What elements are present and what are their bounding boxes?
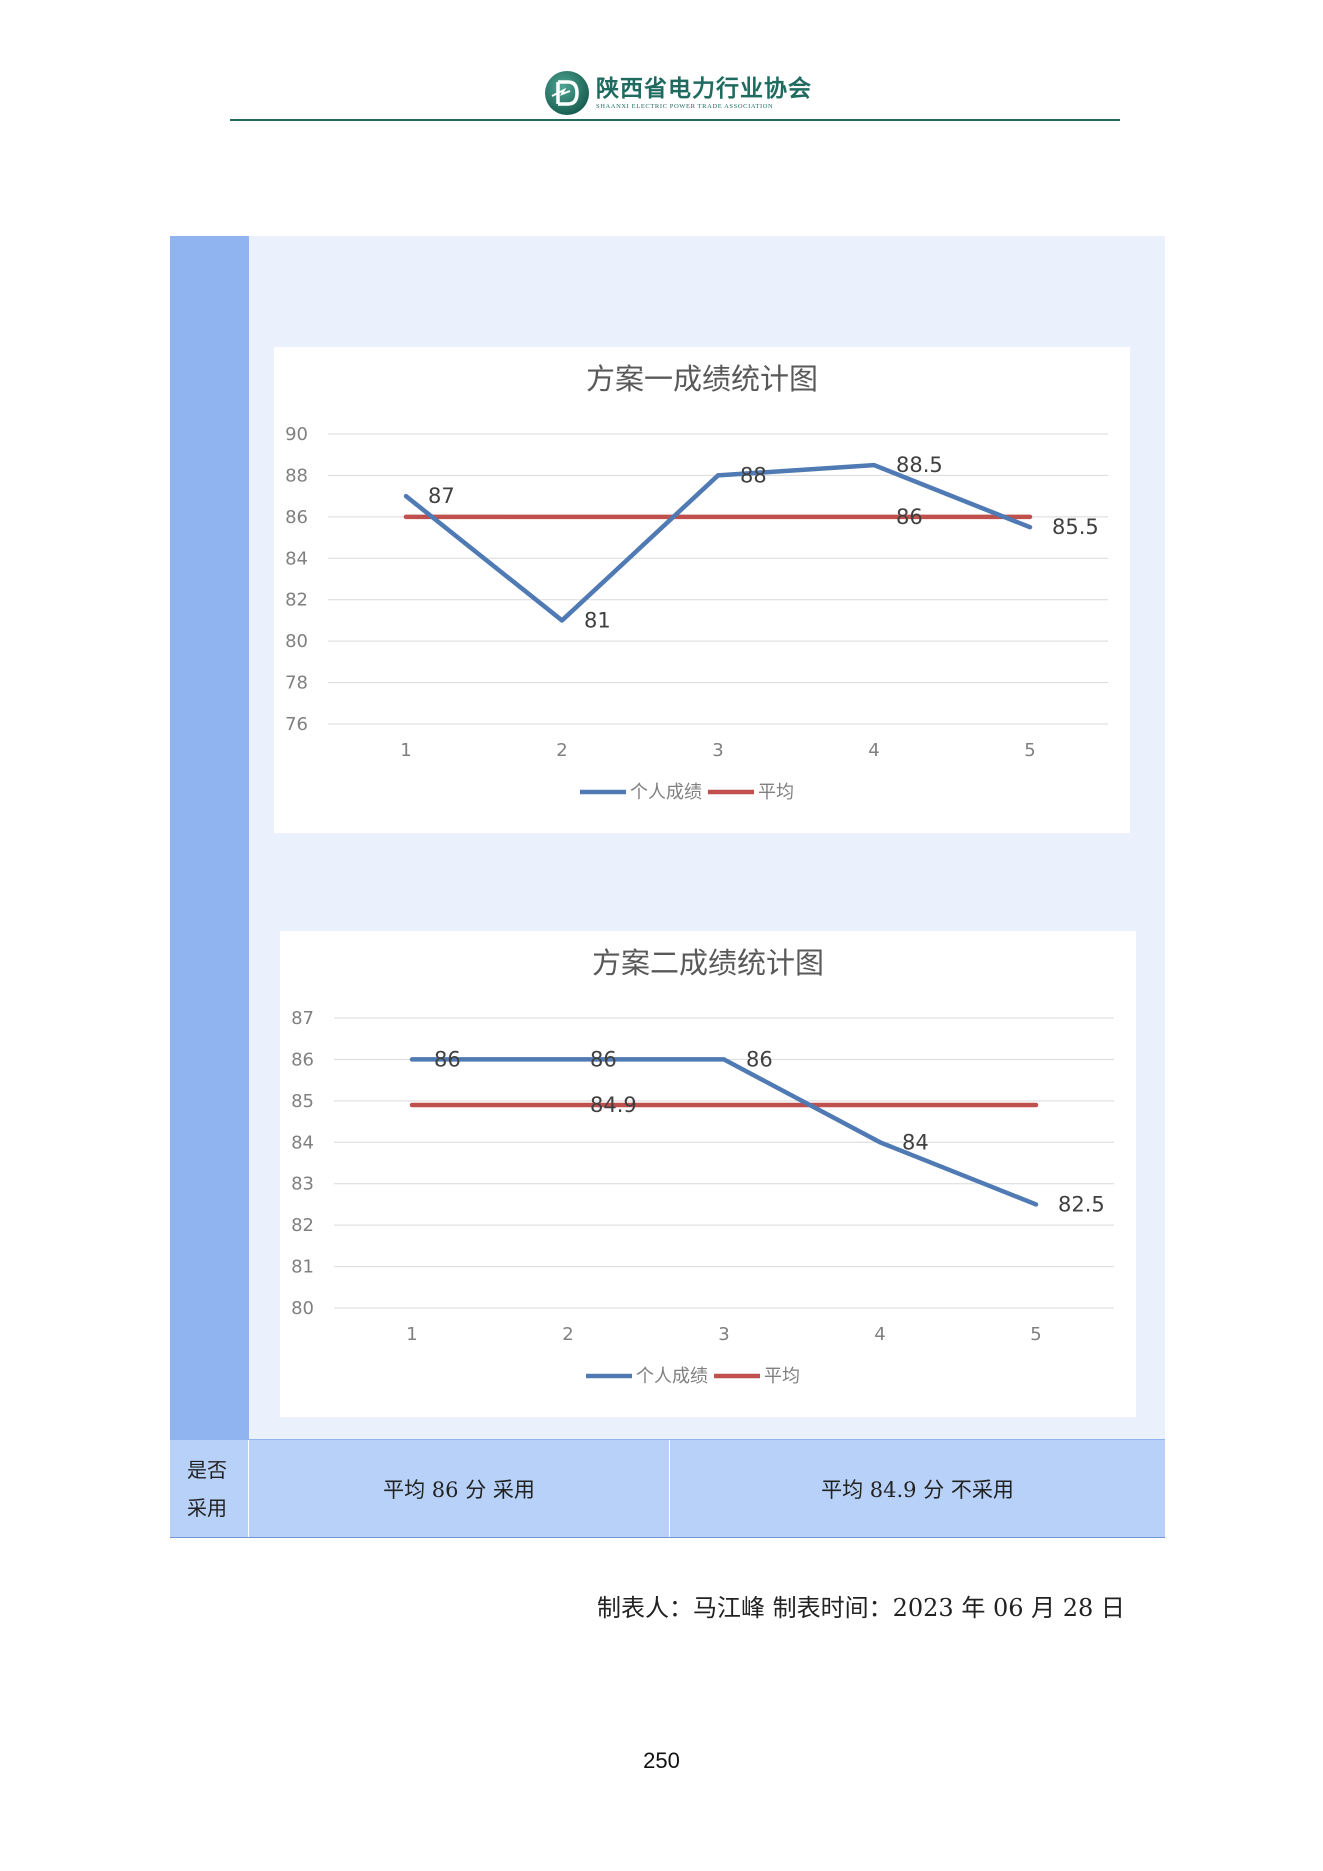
row-header-line-1: 是否 (187, 1458, 227, 1482)
x-tick-label: 1 (400, 740, 411, 761)
x-tick-label: 2 (556, 740, 567, 761)
y-tick-label: 82 (291, 1215, 314, 1236)
x-tick-label: 3 (718, 1324, 729, 1345)
data-point (560, 618, 564, 622)
y-tick-label: 85 (291, 1091, 314, 1112)
data-point (1028, 525, 1032, 529)
legend-label: 平均 (758, 782, 794, 803)
data-point (872, 515, 876, 519)
chart-card-plan-2: 方案二成绩统计图 80 81 82 83 84 85 86 87 1 2 3 4 5 86 86 86 84 82.… (280, 931, 1136, 1417)
y-tick-label: 84 (291, 1132, 314, 1153)
y-tick-label: 80 (285, 631, 308, 652)
x-tick-label: 4 (868, 740, 879, 761)
data-point (410, 1103, 414, 1107)
x-tick-label: 5 (1024, 740, 1035, 761)
x-tick-label: 3 (712, 740, 723, 761)
data-label: 88.5 (896, 453, 943, 477)
data-label: 88 (740, 463, 767, 487)
data-point (722, 1057, 726, 1061)
data-point (716, 473, 720, 477)
y-tick-label: 84 (285, 548, 308, 569)
data-point (1028, 515, 1032, 519)
table-maker-info: 制表人：马江峰 制表时间：2023 年 06 月 28 日 (597, 1594, 1125, 1622)
data-point (1034, 1202, 1038, 1206)
data-label: 86 (434, 1047, 461, 1071)
row-header-adopt: 是否 采用 (170, 1440, 249, 1537)
data-label: 84 (902, 1130, 929, 1154)
y-tick-label: 78 (285, 673, 308, 694)
page-header: 陕西省电力行业协会 SHAANXI ELECTRIC POWER TRADE A… (0, 0, 1323, 125)
association-logo: 陕西省电力行业协会 SHAANXI ELECTRIC POWER TRADE A… (544, 68, 812, 118)
y-tick-label: 88 (285, 465, 308, 486)
series-line-individual (403, 462, 1033, 623)
data-point (878, 1103, 882, 1107)
data-label: 86 (590, 1047, 617, 1071)
x-tick-label: 5 (1030, 1324, 1041, 1345)
x-tick-label: 2 (562, 1324, 573, 1345)
chart-plan-1: 方案一成绩统计图 76 78 80 82 84 86 88 90 1 2 3 4 5 87 81 88 88.5 8… (285, 362, 1108, 803)
data-point (404, 515, 408, 519)
option-1-result: 平均 86 分 采用 (249, 1440, 670, 1537)
data-label: 81 (584, 608, 611, 632)
logo-org-name: 陕西省电力行业协会 (596, 75, 812, 102)
y-tick-label: 80 (291, 1298, 314, 1319)
page-number: 250 (643, 1748, 680, 1773)
y-tick-label: 90 (285, 424, 308, 445)
data-point (566, 1103, 570, 1107)
data-point (404, 494, 408, 498)
y-tick-label: 86 (291, 1049, 314, 1070)
y-tick-label: 86 (285, 507, 308, 528)
y-tick-label: 82 (285, 590, 308, 611)
data-point (560, 515, 564, 519)
data-label: 84.9 (590, 1093, 637, 1117)
data-label: 85.5 (1052, 515, 1099, 539)
legend-label: 平均 (764, 1366, 800, 1387)
data-point (722, 1103, 726, 1107)
data-point (872, 463, 876, 467)
data-label: 87 (428, 484, 455, 508)
chart-card-plan-1: 方案一成绩统计图 76 78 80 82 84 86 88 90 1 2 3 4 5 87 81 88 88.5 8… (274, 347, 1130, 833)
x-tick-label: 1 (406, 1324, 417, 1345)
data-label: 86 (896, 505, 923, 529)
chart-plan-2: 方案二成绩统计图 80 81 82 83 84 85 86 87 1 2 3 4 5 86 86 86 84 82.… (291, 946, 1114, 1387)
chart-title: 方案一成绩统计图 (586, 362, 818, 396)
option-2-result: 平均 84.9 分 不采用 (821, 1477, 1014, 1502)
data-point (1034, 1103, 1038, 1107)
x-tick-label: 4 (874, 1324, 885, 1345)
data-label: 82.5 (1058, 1192, 1105, 1216)
y-tick-label: 83 (291, 1174, 314, 1195)
chart-title: 方案二成绩统计图 (592, 946, 824, 980)
panel-left-column (170, 236, 249, 1439)
data-point (410, 1057, 414, 1061)
data-label: 86 (746, 1047, 773, 1071)
association-logo-icon (545, 71, 589, 115)
data-point (878, 1140, 882, 1144)
adoption-row: 是否 采用 平均 86 分 采用 平均 84.9 分 不采用 (170, 1439, 1165, 1538)
legend-label: 个人成绩 (630, 782, 702, 803)
legend-label: 个人成绩 (636, 1366, 708, 1387)
logo-org-name-en: SHAANXI ELECTRIC POWER TRADE ASSOCIATION (596, 102, 774, 110)
row-header-line-2: 采用 (187, 1496, 227, 1520)
series-line-individual (409, 1057, 1039, 1207)
data-point (566, 1057, 570, 1061)
y-tick-label: 87 (291, 1008, 314, 1029)
header-rule (230, 119, 1120, 121)
y-tick-label: 76 (285, 714, 308, 735)
data-point (716, 515, 720, 519)
evaluation-panel: 方案一成绩统计图 76 78 80 82 84 86 88 90 1 2 3 4 5 87 81 88 88.5 8… (170, 236, 1165, 1538)
y-tick-label: 81 (291, 1257, 314, 1278)
